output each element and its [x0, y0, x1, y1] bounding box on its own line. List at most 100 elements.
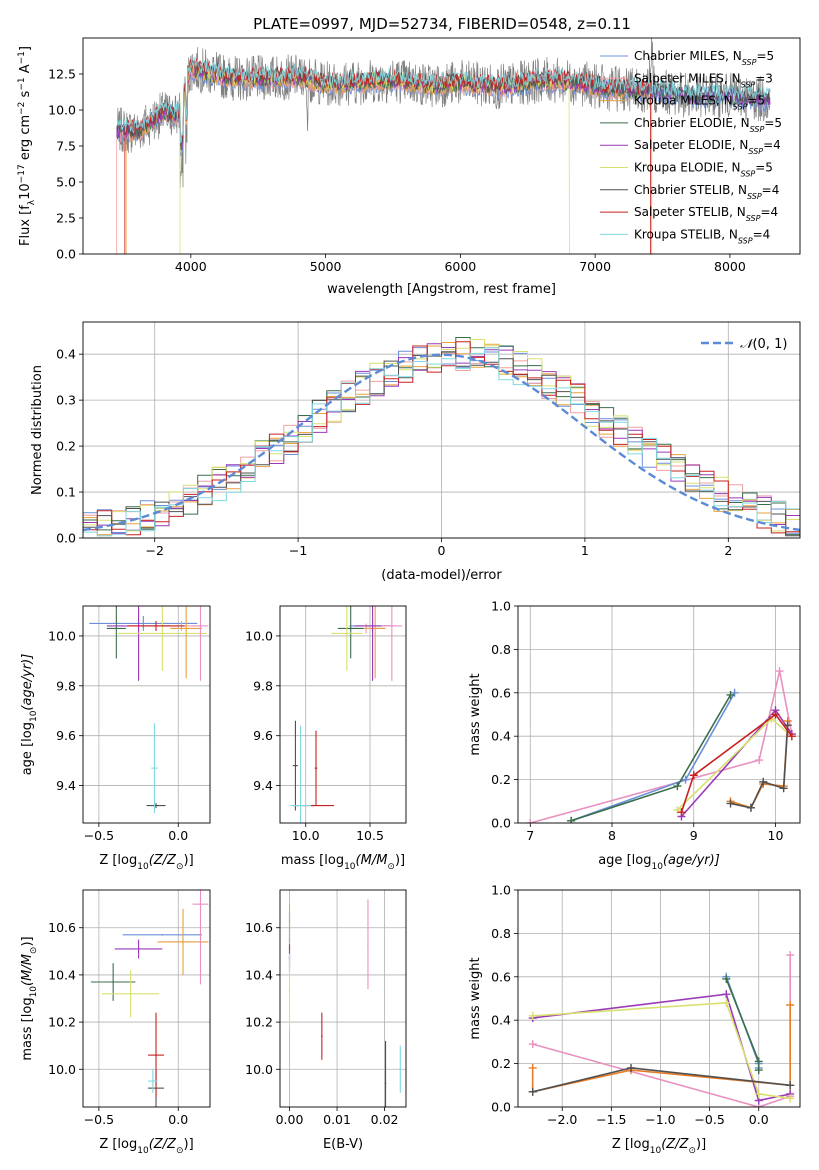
mass-weight-marker	[526, 819, 535, 823]
axes-mass_vs_Z: −0.5 0.010.010.210.410.6Z [log10(Z/Z⊙)]ma…	[20, 920, 194, 1156]
mass-weight-marker	[681, 775, 690, 784]
x-axis-label-part: (Z/Z	[149, 1137, 177, 1152]
data-point	[112, 981, 114, 983]
data-point	[288, 926, 291, 929]
legend-sub: SSP	[748, 147, 763, 156]
data-point	[115, 627, 118, 630]
x-tick-label: 10	[768, 828, 784, 843]
data-point	[129, 992, 132, 995]
x-axis-label-part: (M/M	[356, 853, 388, 868]
x-tick-label: −1.0	[645, 1112, 675, 1127]
x-tick-label: −2.0	[547, 1112, 577, 1127]
data-point	[161, 934, 164, 936]
x-tick-label: 6000	[444, 259, 476, 274]
data-point	[349, 627, 352, 630]
legend-entry-label: Salpeter STELIB, NSSP=4	[634, 205, 778, 223]
legend-sub: SSP	[747, 191, 762, 200]
y-tick-label: 5.0	[56, 175, 76, 190]
mass-weight-line	[532, 1001, 791, 1100]
panel-massweight_vs_Z: −2.0 −1.5 −1.0 −0.5 0.0 0.0 0.2 0.4 0.6 0.8 1.0 Z […	[468, 883, 801, 1157]
y-tick-label: 10.0	[245, 1062, 273, 1077]
legend: 𝒩(0, 1)	[701, 337, 787, 352]
y-axis-label-part: mass [log	[20, 997, 35, 1060]
legend-name: Kroupa MILES, N	[634, 94, 733, 108]
legend-value: =4	[762, 183, 780, 197]
mass-weight-marker	[626, 1063, 635, 1072]
x-axis-label-part: 10	[137, 1146, 149, 1156]
legend-name: Salpeter STELIB, N	[634, 205, 746, 219]
data-point	[399, 1068, 402, 1071]
data-point	[153, 767, 156, 769]
x-tick-label: 0	[438, 543, 446, 558]
residual-histogram-step	[83, 351, 800, 538]
data-point	[315, 767, 317, 769]
observed-spectrum-line	[116, 38, 771, 189]
mass-weight-marker	[567, 816, 576, 823]
mass-weight-marker	[759, 777, 768, 786]
panel-spectrum: 4000 5000 6000 7000 8000 0.0 2.5 5.0 7.5 10.0 12.5…	[17, 37, 801, 297]
legend-name: Kroupa STELIB, N	[634, 227, 738, 241]
y-axis-label-part: −1	[17, 77, 27, 90]
data-point	[384, 1082, 387, 1085]
x-tick-label: −0.5	[84, 828, 114, 843]
x-tick-label: 7000	[579, 259, 611, 274]
mass-weight-marker	[779, 784, 788, 793]
mass-weight-line	[680, 713, 793, 813]
mass-weight-marker	[754, 1066, 763, 1075]
mass-weight-marker	[786, 951, 795, 960]
axes-residuals: −2 −1 0 1 2 0.0 0.1 0.2 0.3 0.4 (data-model)/error…	[30, 347, 732, 583]
x-tick-label: −1	[289, 543, 307, 558]
mass-weight-marker	[528, 1011, 537, 1020]
x-axis-label-part: 10	[651, 862, 663, 872]
x-axis-label-part: (Z/Z	[661, 1137, 689, 1152]
mass-weight-marker	[787, 732, 796, 741]
y-tick-label: 0.4	[491, 1013, 511, 1028]
x-axis-label-part: 10	[344, 862, 356, 872]
mass-weight-line	[532, 955, 791, 1107]
x-axis-label-part: Z [log	[99, 1137, 137, 1152]
y-tick-label: 9.8	[253, 678, 273, 693]
x-axis-label-part: )]	[184, 1137, 194, 1152]
y-axis-label: Normed distribution	[30, 365, 45, 495]
legend-value: =5	[755, 161, 773, 175]
x-axis-label-part: (Z/Z	[149, 853, 177, 868]
x-axis-label-part: ⊙	[688, 1146, 696, 1156]
axes-spectrum: 4000 5000 6000 7000 8000 0.0 2.5 5.0 7.5 10.0 12.5…	[17, 46, 746, 297]
y-axis-label-part: λ	[27, 199, 37, 205]
x-axis-label-part: 10	[650, 1146, 662, 1156]
axes-frame	[82, 889, 211, 1108]
x-axis-label-part: Z [log	[99, 853, 137, 868]
x-axis-label-part: ⊙	[387, 862, 395, 872]
axes-frame	[279, 605, 407, 824]
mass-weight-line	[532, 993, 791, 1102]
y-axis-label: mass weight	[468, 673, 483, 755]
mass-weight-marker	[775, 667, 784, 676]
x-axis-label-part: )]	[696, 1137, 706, 1152]
x-axis-label-part: 10	[137, 862, 149, 872]
y-tick-label: 10.0	[48, 1062, 76, 1077]
x-tick-label: 0.02	[371, 1112, 399, 1127]
y-axis-label-part: (M/M	[20, 954, 35, 986]
axes-age_vs_mass: 10.0 10.5 9.4 9.6 9.8 10.0 mass [log10(M/M⊙)]	[245, 628, 405, 872]
y-tick-label: 2.5	[56, 211, 76, 226]
y-axis-label-part: age [log	[20, 722, 35, 775]
axes-mass_vs_EBV: 0.00 0.01 0.02 10.0 10.2 10.4 10.6 E(B-V)	[245, 920, 398, 1152]
y-tick-label: 0.3	[56, 393, 76, 408]
legend-entry-label: Kroupa MILES, NSSP=5	[634, 94, 765, 112]
y-tick-label: 7.5	[56, 139, 76, 154]
mass-weight-marker	[754, 1057, 763, 1066]
legend-sub: SSP	[750, 124, 765, 133]
data-point	[288, 990, 291, 993]
mass-weight-line	[725, 978, 760, 1071]
y-axis-label-part: 10	[29, 710, 39, 722]
x-axis-label: E(B-V)	[323, 1137, 363, 1152]
axes-massweight_vs_Z: −2.0 −1.5 −1.0 −0.5 0.0 0.0 0.2 0.4 0.6 0.8 1.0 Z […	[468, 883, 769, 1157]
x-tick-label: 7	[526, 828, 534, 843]
y-tick-label: 10.0	[48, 103, 76, 118]
x-tick-label: 9	[690, 828, 698, 843]
y-tick-label: 0.4	[491, 729, 511, 744]
data-point	[152, 1080, 154, 1082]
legend-value: =4	[763, 138, 781, 152]
